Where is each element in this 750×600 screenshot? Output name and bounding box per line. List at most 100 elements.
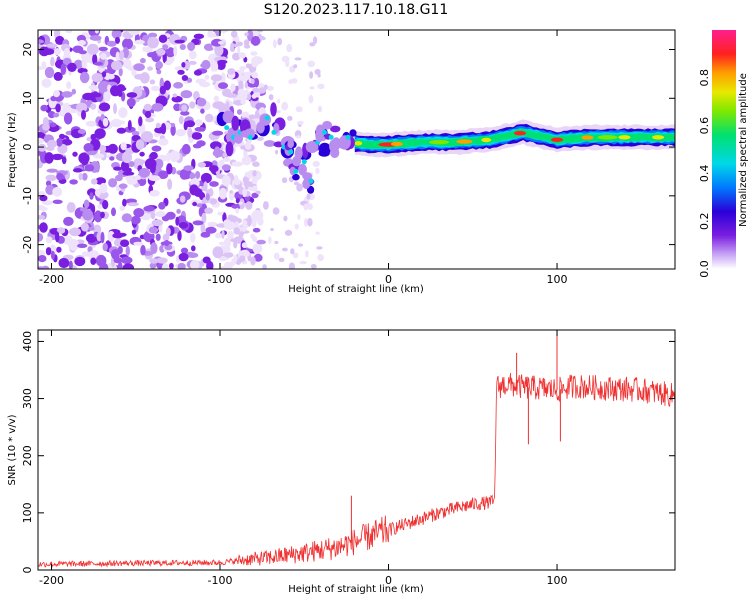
noise-blob bbox=[106, 73, 115, 80]
noise-blob bbox=[247, 214, 252, 227]
noise-blob bbox=[115, 36, 120, 44]
noise-blob bbox=[67, 62, 77, 72]
noise-blob bbox=[181, 75, 189, 81]
noise-blob bbox=[38, 232, 44, 242]
noise-blob bbox=[78, 39, 86, 46]
noise-blob bbox=[251, 176, 258, 185]
noise-blob bbox=[98, 81, 110, 92]
noise-blob bbox=[237, 88, 245, 97]
noise-blob bbox=[142, 46, 147, 52]
ridge-peak bbox=[618, 135, 631, 140]
noise-blob bbox=[173, 82, 184, 89]
y-tick-label: 300 bbox=[21, 388, 34, 409]
noise-blob bbox=[299, 260, 307, 265]
noise-blob bbox=[140, 57, 146, 64]
noise-blob bbox=[189, 184, 199, 196]
noise-blob bbox=[165, 227, 171, 237]
x-tick-label: -100 bbox=[208, 273, 233, 286]
noise-blob bbox=[133, 63, 145, 71]
colorbar-tick-label: 0.0 bbox=[698, 260, 711, 278]
noise-blob bbox=[189, 172, 196, 180]
noise-blob bbox=[159, 245, 165, 253]
noise-blob bbox=[180, 110, 190, 116]
noise-blob bbox=[120, 239, 130, 247]
x-tick-label: -200 bbox=[39, 574, 64, 587]
noise-blob bbox=[85, 120, 97, 127]
noise-blob bbox=[53, 71, 63, 81]
noise-blob bbox=[250, 51, 258, 56]
noise-blob bbox=[111, 60, 122, 71]
cluster-blob bbox=[305, 141, 319, 153]
x-tick-label: 0 bbox=[385, 574, 392, 587]
noise-blob bbox=[74, 256, 86, 267]
noise-blob bbox=[169, 262, 174, 269]
noise-blob bbox=[192, 143, 202, 149]
ridge-peak bbox=[354, 141, 363, 146]
noise-blob bbox=[256, 239, 267, 245]
noise-blob bbox=[183, 121, 188, 131]
noise-blob bbox=[122, 263, 135, 269]
noise-blob bbox=[233, 227, 240, 235]
noise-blob bbox=[233, 254, 238, 262]
noise-blob bbox=[292, 252, 299, 259]
noise-blob bbox=[59, 133, 65, 140]
noise-blob bbox=[56, 227, 66, 234]
noise-blob bbox=[128, 30, 141, 36]
noise-blob bbox=[49, 122, 57, 128]
noise-blob bbox=[41, 78, 52, 88]
noise-blob bbox=[199, 81, 211, 88]
noise-blob bbox=[118, 67, 123, 77]
cluster-core bbox=[247, 134, 253, 140]
noise-blob bbox=[177, 69, 185, 75]
noise-blob bbox=[103, 90, 111, 102]
noise-blob bbox=[263, 201, 269, 210]
noise-blob bbox=[42, 200, 53, 206]
noise-blob bbox=[170, 124, 176, 136]
noise-blob bbox=[81, 222, 89, 232]
noise-blob bbox=[273, 252, 280, 260]
noise-blob bbox=[178, 252, 189, 262]
noise-blob bbox=[98, 102, 111, 112]
noise-blob bbox=[117, 261, 123, 269]
noise-blob bbox=[66, 202, 76, 213]
noise-blob bbox=[275, 149, 279, 155]
noise-blob bbox=[218, 41, 224, 45]
snr-x-label: Height of straight line (km) bbox=[288, 584, 424, 595]
noise-blob bbox=[308, 94, 314, 104]
cluster-core bbox=[288, 149, 294, 155]
noise-blob bbox=[270, 227, 274, 232]
noise-blob bbox=[126, 92, 138, 98]
cluster-blob bbox=[315, 127, 324, 143]
noise-blob bbox=[99, 182, 108, 194]
noise-blob bbox=[310, 264, 317, 269]
noise-blob bbox=[82, 209, 94, 221]
noise-blob bbox=[268, 94, 274, 101]
noise-blob bbox=[120, 256, 133, 264]
noise-blob bbox=[162, 263, 169, 269]
figure-title: S120.2023.117.10.18.G11 bbox=[264, 2, 449, 18]
noise-blob bbox=[110, 249, 120, 260]
noise-blob bbox=[62, 57, 72, 66]
noise-blob bbox=[166, 163, 173, 175]
y-tick-label: 0 bbox=[21, 144, 34, 151]
noise-blob bbox=[313, 36, 318, 45]
noise-blob bbox=[94, 188, 101, 197]
noise-blob bbox=[63, 112, 73, 125]
noise-blob bbox=[315, 231, 320, 235]
noise-blob bbox=[107, 230, 115, 242]
noise-blob bbox=[208, 188, 214, 196]
colorbar-tick-label: 0.2 bbox=[698, 212, 711, 230]
noise-blob bbox=[151, 219, 164, 227]
x-tick-label: -200 bbox=[39, 273, 64, 286]
noise-blob bbox=[158, 138, 169, 146]
cluster-blob bbox=[292, 173, 300, 181]
snr-marks bbox=[38, 330, 675, 568]
noise-blob bbox=[244, 32, 249, 37]
noise-blob bbox=[99, 145, 107, 153]
noise-blob bbox=[245, 201, 253, 210]
noise-blob bbox=[68, 260, 73, 269]
noise-blob bbox=[81, 110, 86, 120]
noise-blob bbox=[44, 66, 55, 79]
noise-blob bbox=[290, 248, 295, 255]
noise-blob bbox=[149, 79, 156, 85]
